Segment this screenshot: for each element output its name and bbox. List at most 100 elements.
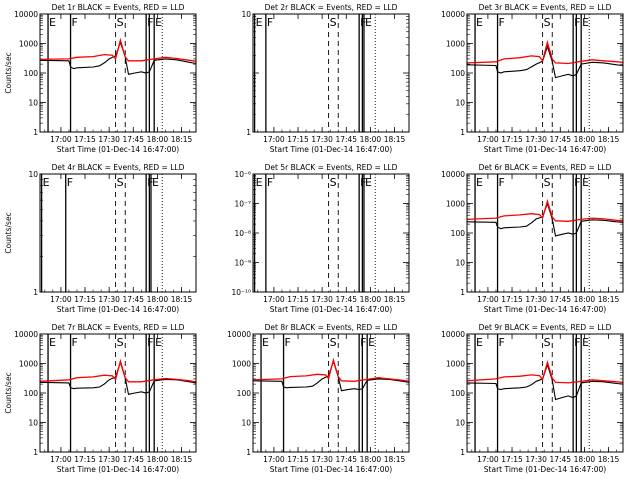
x-tick-label: 17:30 [98,455,120,464]
y-tick-label: 1000 [446,360,465,369]
event-marker-label: S [117,16,124,29]
y-tick-label: 1 [460,128,465,137]
event-marker-label: S [544,336,551,349]
x-tick-label: 17:45 [122,135,144,144]
chart-title: Det 7r BLACK = Events, RED = LLD [52,323,185,332]
x-tick-label: 17:00 [477,455,499,464]
event-marker-label: F [360,16,366,29]
event-marker-label: S [330,176,337,189]
y-tick-label: 10 [28,170,38,179]
x-tick-label: 17:45 [122,455,144,464]
x-tick-label: 18:15 [171,135,193,144]
x-tick-label: 17:00 [263,455,285,464]
event-marker-label: E [49,336,56,349]
event-marker-label: E [49,16,56,29]
chart-title: Det 5r BLACK = Events, RED = LLD [265,163,398,172]
series-line-lld [467,198,623,222]
series-line-events [40,360,196,395]
x-tick-label: 18:15 [598,295,620,304]
y-tick-label: 10⁻¹⁰ [231,288,251,297]
y-tick-label: 1 [246,128,251,137]
x-tick-label: 18:00 [147,455,169,464]
x-axis-label: Start Time (01-Dec-14 16:47:00) [484,305,606,314]
x-tick-label: 18:00 [360,135,382,144]
y-tick-label: 10 [455,259,465,268]
y-axis-label: Counts/sec [4,212,13,253]
event-marker-label: E [365,176,372,189]
event-marker-label: E [155,16,162,29]
event-marker-label: E [256,16,263,29]
x-tick-label: 17:45 [335,455,357,464]
y-tick-label: 100 [451,69,466,78]
x-tick-label: 17:30 [311,455,333,464]
x-tick-label: 17:30 [98,135,120,144]
x-tick-label: 18:00 [574,455,596,464]
plot-frame [39,333,197,453]
x-axis-label: Start Time (01-Dec-14 16:47:00) [484,465,606,474]
y-tick-label: 10 [241,419,251,428]
event-marker-label: S [544,16,551,29]
y-tick-label: 10 [455,419,465,428]
x-tick-label: 17:45 [549,295,571,304]
event-marker-label: S [117,336,124,349]
y-tick-label: 1 [246,448,251,457]
x-tick-label: 17:00 [50,295,72,304]
plot-frame [466,13,624,133]
x-axis-label: Start Time (01-Dec-14 16:47:00) [57,145,179,154]
x-tick-label: 17:00 [263,295,285,304]
chart-title: Det 1r BLACK = Events, RED = LLD [52,3,185,12]
event-marker-label: S [117,176,124,189]
x-tick-label: 17:00 [50,135,72,144]
y-tick-label: 10000 [441,330,465,339]
y-tick-label: 10⁻⁷ [234,200,251,209]
event-marker-label: E [152,176,159,189]
event-marker-label: F [67,176,73,189]
x-tick-label: 17:15 [287,135,309,144]
event-marker-label: E [476,16,483,29]
y-tick-label: 1000 [19,360,38,369]
plot-frame [252,333,410,453]
x-axis-label: Start Time (01-Dec-14 16:47:00) [57,465,179,474]
x-tick-label: 17:15 [74,455,96,464]
x-tick-label: 18:15 [384,135,406,144]
event-marker-label: E [476,176,483,189]
event-marker-label: F [574,336,580,349]
x-tick-label: 17:45 [549,135,571,144]
event-marker-label: E [582,16,589,29]
x-tick-label: 18:00 [574,135,596,144]
chart-title: Det 4r BLACK = Events, RED = LLD [52,163,185,172]
event-marker-label: E [256,176,263,189]
event-marker-label: E [582,336,589,349]
x-tick-label: 18:00 [147,135,169,144]
x-tick-label: 17:15 [287,295,309,304]
chart-title: Det 6r BLACK = Events, RED = LLD [479,163,612,172]
x-axis-label: Start Time (01-Dec-14 16:47:00) [270,145,392,154]
event-marker-label: F [499,176,505,189]
x-tick-label: 17:30 [525,455,547,464]
chart-panel-6: Det 6r BLACK = Events, RED = LLD 1 10 100 10… [441,163,624,314]
y-tick-label: 1 [33,288,38,297]
y-tick-label: 1 [460,288,465,297]
event-marker-label: F [499,16,505,29]
x-tick-label: 17:45 [335,295,357,304]
y-tick-label: 1000 [19,40,38,49]
y-axis-label: Counts/sec [4,52,13,93]
y-tick-label: 10 [28,419,38,428]
y-tick-label: 1 [33,128,38,137]
chart-title: Det 2r BLACK = Events, RED = LLD [265,3,398,12]
y-tick-label: 1000 [446,200,465,209]
x-tick-label: 17:45 [549,455,571,464]
x-tick-label: 18:00 [360,295,382,304]
event-marker-label: F [499,336,505,349]
y-tick-label: 10000 [14,330,38,339]
x-axis-label: Start Time (01-Dec-14 16:47:00) [484,145,606,154]
event-marker-label: F [147,336,153,349]
y-tick-label: 10000 [14,10,38,19]
series-line-lld [467,39,623,65]
y-tick-label: 100 [451,229,466,238]
chart-panel-3: Det 3r BLACK = Events, RED = LLD 1 10 100 10… [441,3,624,154]
x-tick-label: 18:00 [147,295,169,304]
series-line-lld [253,357,409,382]
x-tick-label: 18:00 [574,295,596,304]
